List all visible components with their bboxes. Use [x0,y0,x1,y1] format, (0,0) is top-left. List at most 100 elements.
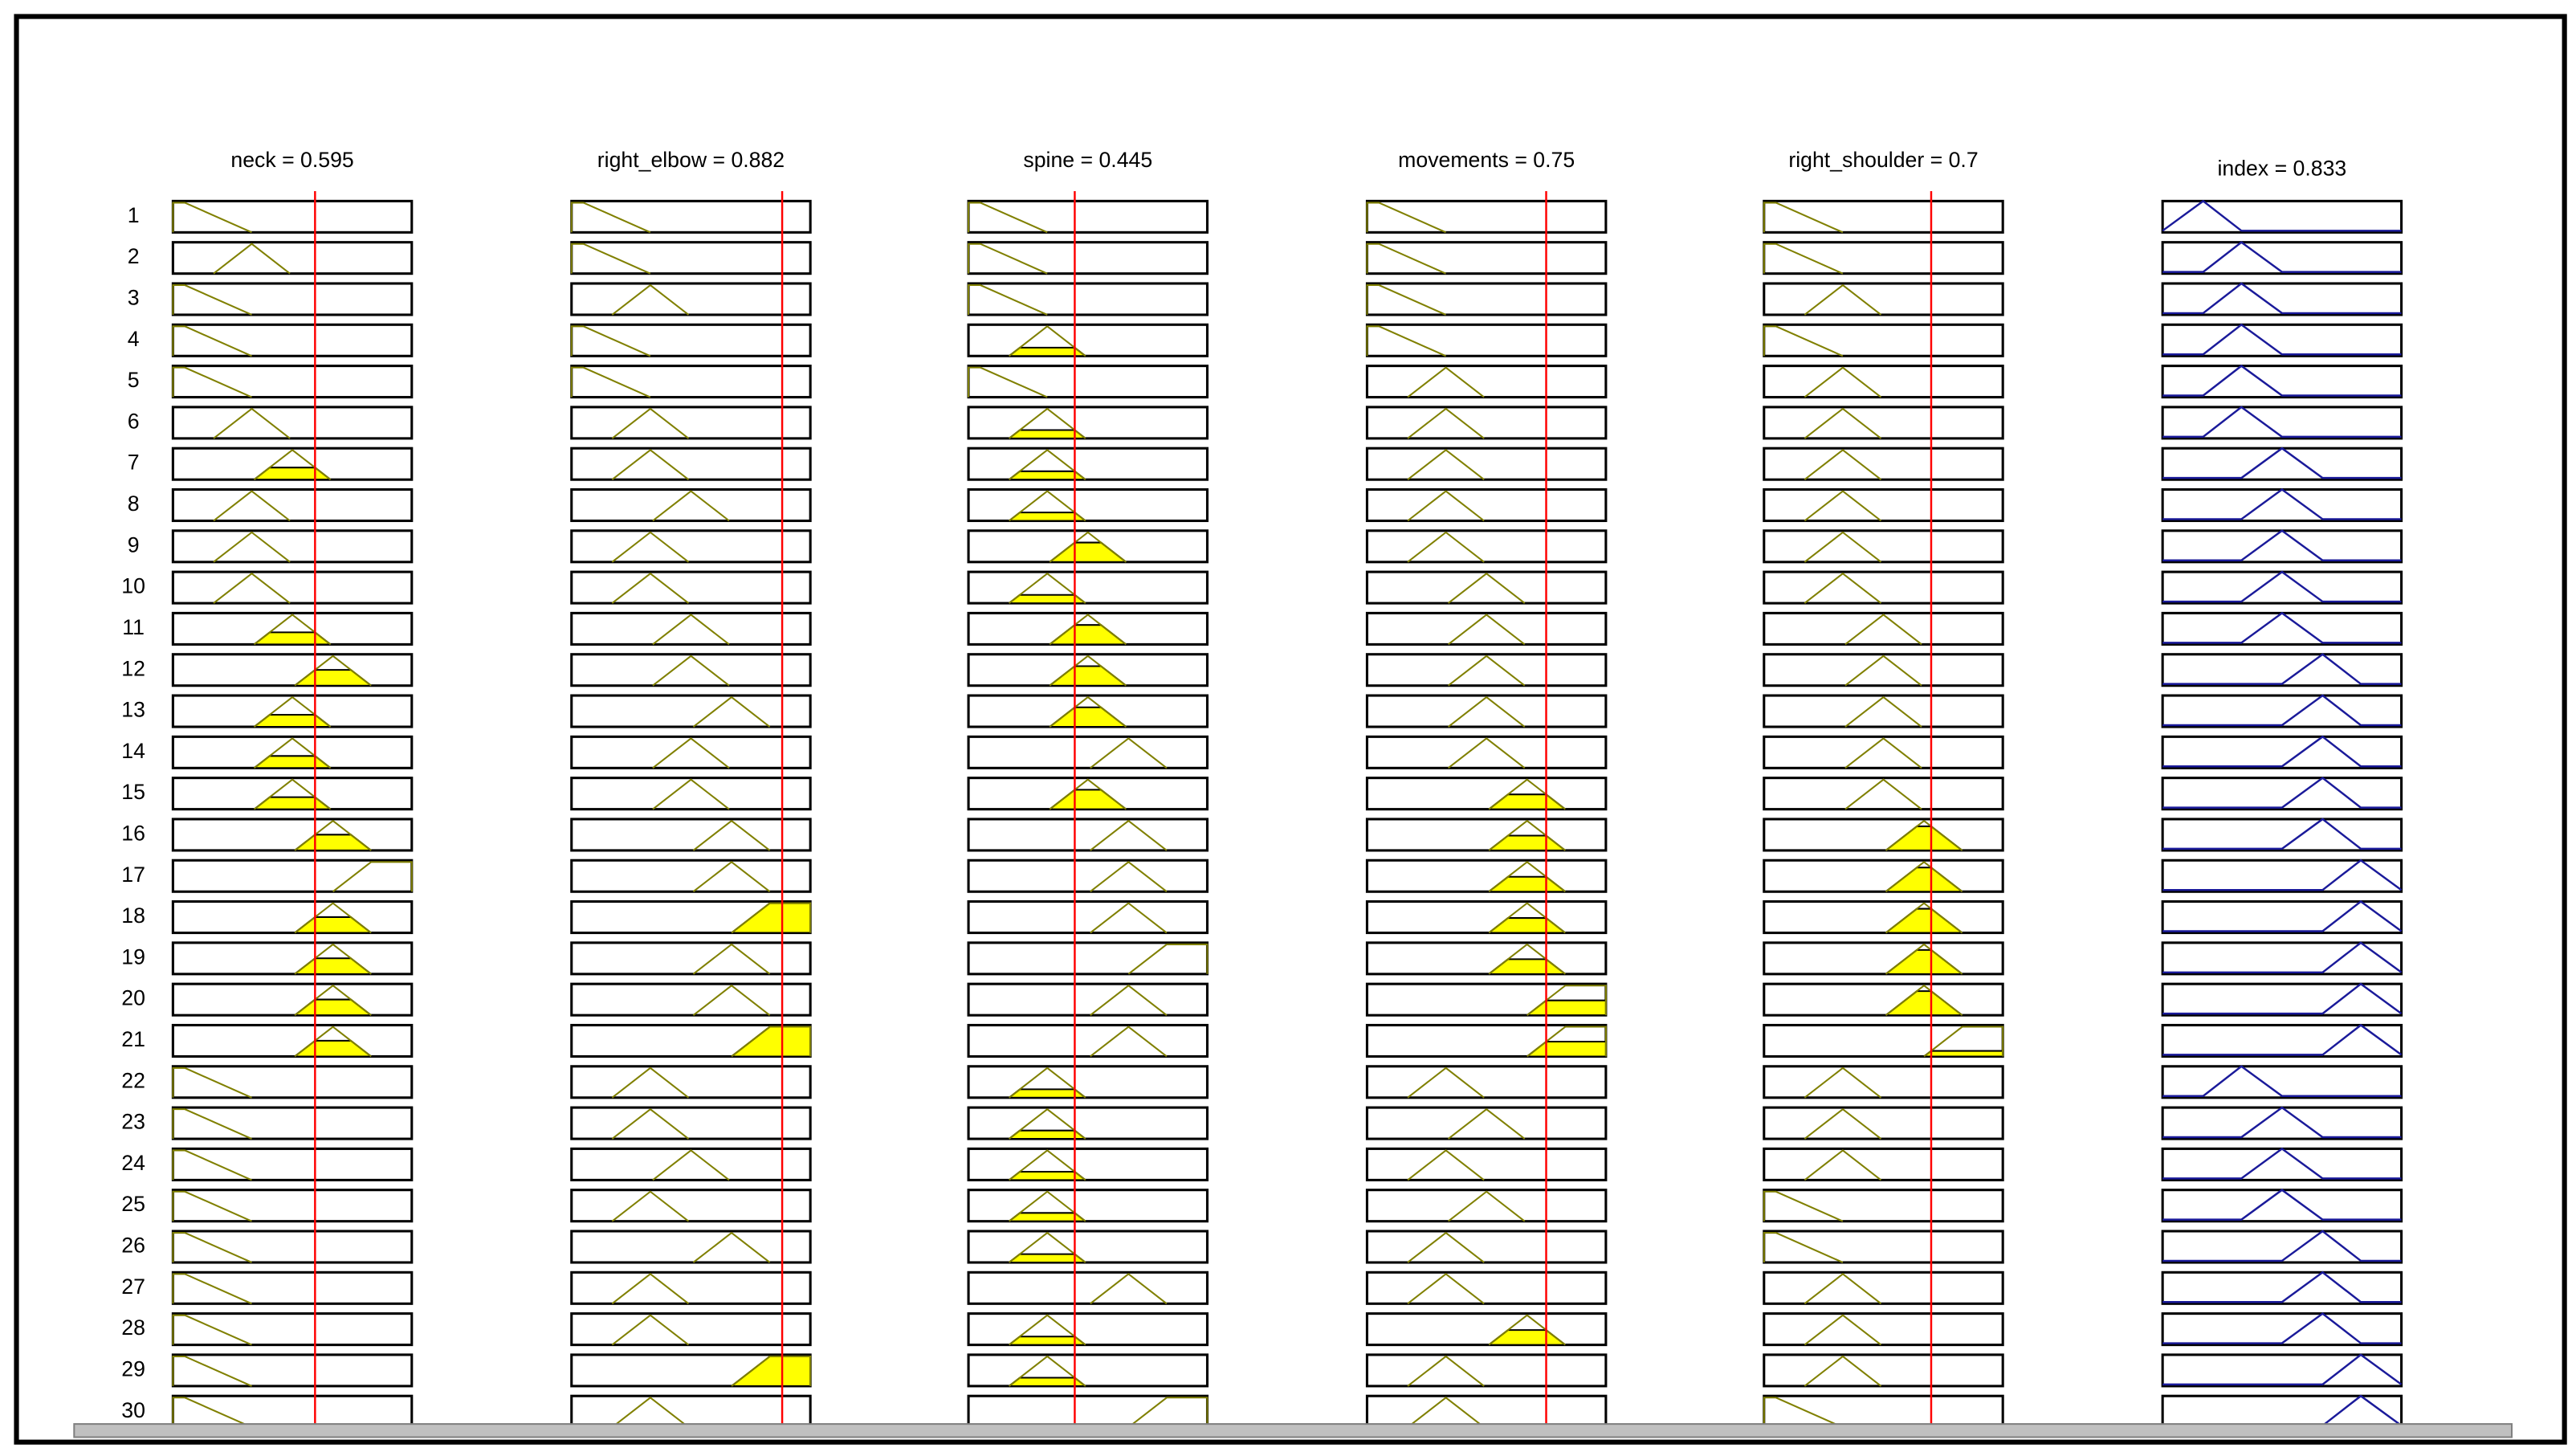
rule-number: 25 [121,1192,145,1216]
rule-cell [1365,1312,1608,1347]
rule-cell [1365,1230,1608,1264]
rule-cell [171,529,414,564]
membership-function [611,448,690,481]
output-membership-function [2162,406,2402,438]
rule-number: 24 [121,1151,145,1175]
membership-function [570,325,651,357]
output-membership-function [2162,282,2402,315]
rule-cell [1365,447,1608,481]
membership-function [1366,202,1447,234]
rule-cell [570,611,812,646]
membership-function [253,614,332,646]
output-membership-function [2162,859,2403,891]
rule-cell [2161,282,2403,316]
rule-cell [2161,611,2403,646]
rule-cell [1763,487,2004,523]
rule-cell [967,199,1209,234]
membership-function [1885,943,1963,975]
membership-function [1447,655,1526,687]
rule-cell [171,487,414,523]
rule-cell [1763,323,2004,357]
membership-function [611,1396,690,1429]
rule-cell [1365,694,1608,728]
rule-cell [2161,447,2403,481]
rule-cell [1365,1189,1608,1223]
rule-cell [2161,1189,2403,1223]
rule-cell [967,323,1209,357]
rule-cell [967,1270,1209,1305]
rule-number: 14 [121,739,145,763]
membership-function [172,1190,252,1222]
rule-number: 29 [121,1356,145,1381]
membership-function [294,1026,372,1058]
rule-number: 13 [121,698,145,722]
output-membership-function [2162,1312,2402,1344]
membership-function [1885,861,1963,893]
rule-cell [171,859,414,893]
output-membership-function [2162,487,2402,520]
rule-cell [171,982,414,1017]
rule-cell [171,653,414,687]
membership-function [1009,448,1086,481]
rule-cell [967,1189,1209,1223]
rule-cell [967,487,1209,523]
membership-function [1844,737,1922,769]
rule-cell [967,1312,1209,1347]
output-membership-function [2162,777,2402,809]
output-membership-function [2162,735,2402,768]
membership-function [213,490,291,522]
rule-cell [570,406,812,440]
membership-function [1049,695,1127,728]
membership-function [652,737,730,769]
rule-cell [967,1023,1209,1058]
membership-function [652,1149,730,1181]
membership-function [1488,778,1566,810]
membership-function [692,1231,771,1263]
rule-cell [1365,1394,1608,1429]
output-membership-function [2162,1189,2402,1221]
rule-cell [2161,529,2403,564]
rule-cell [1763,1230,2004,1264]
membership-function [1804,1273,1882,1305]
output-membership-function [2162,1270,2402,1303]
rule-number: 1 [128,203,140,227]
rule-cell [171,941,414,976]
rule-cell [2161,1065,2403,1099]
membership-function [1090,819,1168,851]
column-title: right_shoulder = 0.7 [1788,148,1978,172]
membership-function [1804,531,1882,563]
membership-function [1804,1107,1882,1140]
rule-cell [967,941,1209,976]
membership-function [692,984,771,1016]
membership-function [1090,737,1168,769]
rule-cell [1365,653,1608,687]
rule-cell [2161,777,2403,811]
membership-function [172,1314,252,1346]
rule-cell [570,365,812,399]
rule-cell [171,818,414,852]
output-membership-function [2162,611,2402,644]
membership-function [731,1355,812,1387]
membership-function [968,243,1048,275]
rule-cell [2161,859,2403,893]
membership-function [172,1273,252,1305]
output-membership-function [2162,1230,2402,1262]
rule-cell [1763,241,2004,275]
membership-function [652,655,730,687]
membership-function [692,695,771,728]
rule-number: 7 [128,451,140,475]
membership-function [611,407,690,439]
output-membership-function [2162,1065,2402,1097]
output-membership-function [2162,1353,2403,1386]
membership-function [1885,819,1963,851]
rule-cell [2161,323,2403,357]
membership-function [1407,366,1485,398]
rule-cell [967,982,1209,1017]
rule-cell [2161,941,2403,976]
rule-cell [570,529,812,564]
output-membership-function [2162,529,2402,561]
rule-cell [967,900,1209,935]
membership-function [1488,902,1566,934]
membership-function [1488,861,1566,893]
